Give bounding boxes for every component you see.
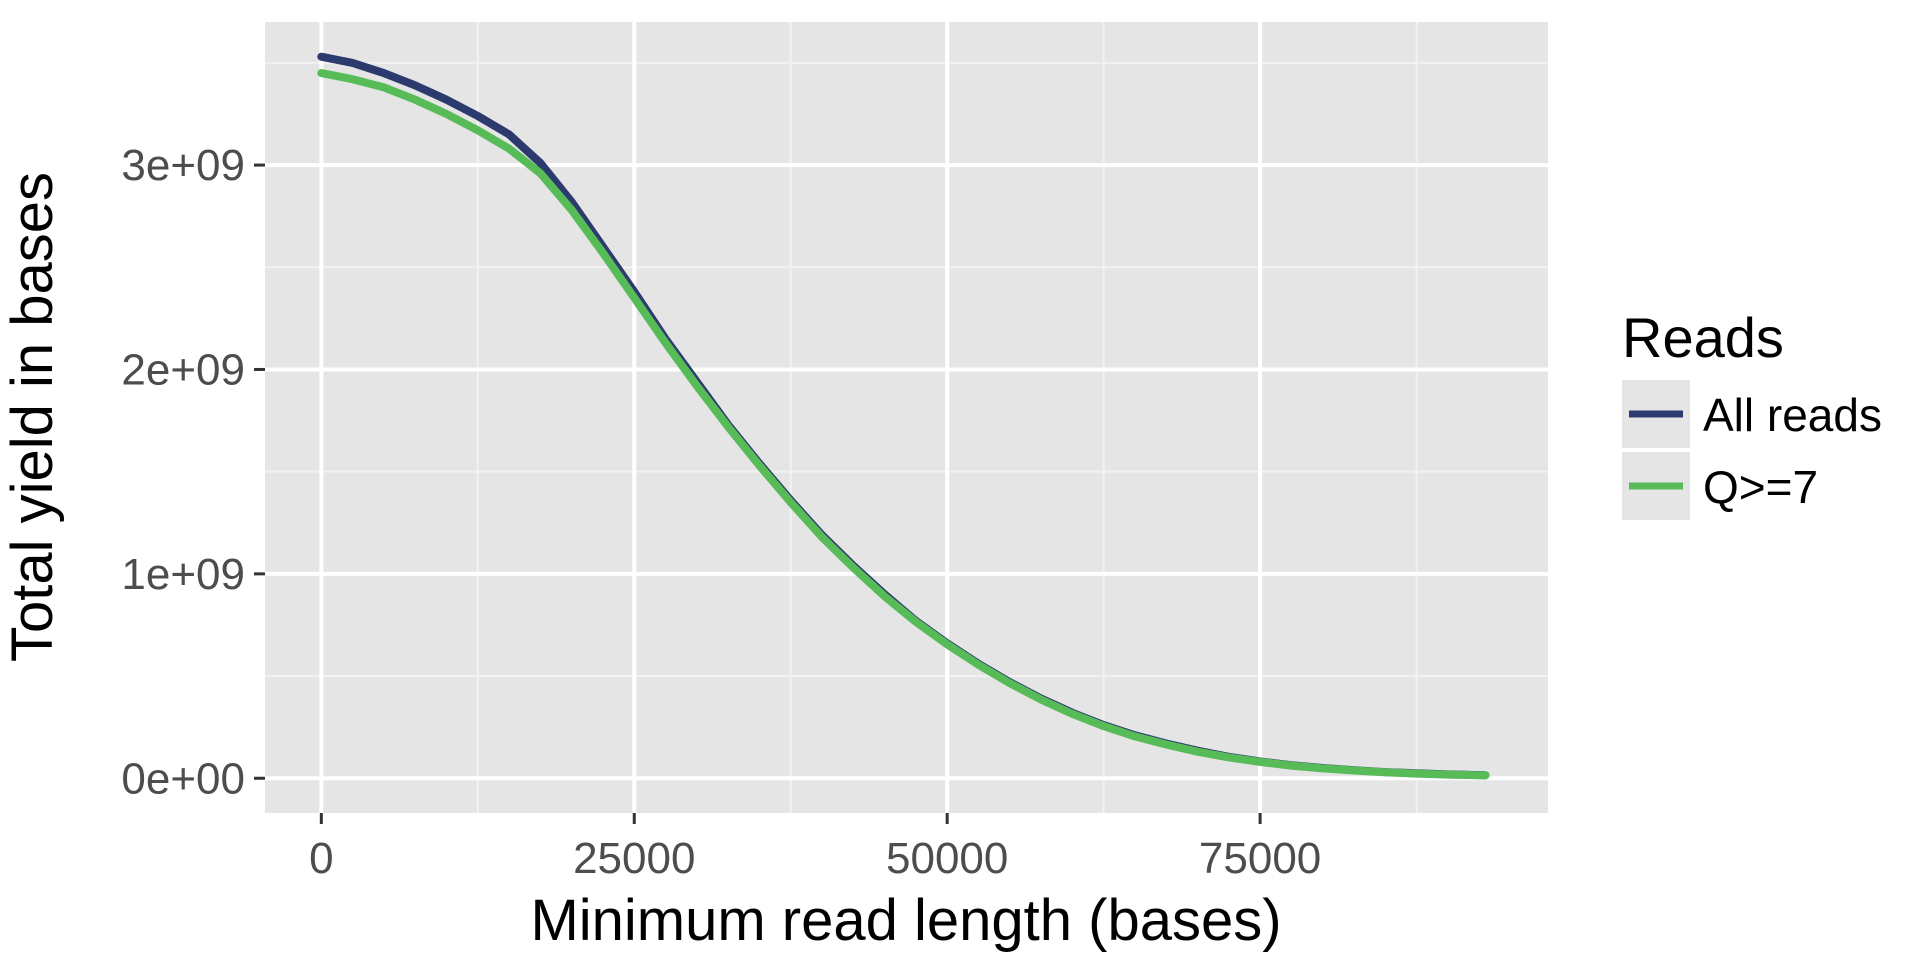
x-axis: 0 25000 50000 75000: [309, 813, 1321, 883]
y-tick-label: 1e+09: [121, 550, 245, 599]
legend-label-all-reads: All reads: [1703, 389, 1882, 441]
x-tick-label: 0: [309, 834, 333, 883]
major-grid: [265, 22, 1548, 813]
minor-grid: [265, 22, 1548, 813]
legend: Reads All reads Q>=7: [1622, 306, 1882, 520]
series-layer: [317, 52, 1490, 780]
legend-title: Reads: [1622, 306, 1784, 369]
legend-label-q7: Q>=7: [1703, 461, 1818, 513]
x-tick-label: 75000: [1199, 834, 1321, 883]
x-tick-label: 25000: [573, 834, 695, 883]
x-tick-label: 50000: [886, 834, 1008, 883]
x-axis-title: Minimum read length (bases): [530, 888, 1281, 953]
y-tick-label: 2e+09: [121, 345, 245, 394]
series-line-q7: [317, 69, 1490, 780]
y-tick-label: 3e+09: [121, 141, 245, 190]
plot-panel: [265, 22, 1548, 813]
y-axis-title: Total yield in bases: [0, 172, 65, 662]
y-tick-label: 0e+00: [121, 754, 245, 803]
y-axis: 0e+00 1e+09 2e+09 3e+09: [121, 141, 265, 803]
